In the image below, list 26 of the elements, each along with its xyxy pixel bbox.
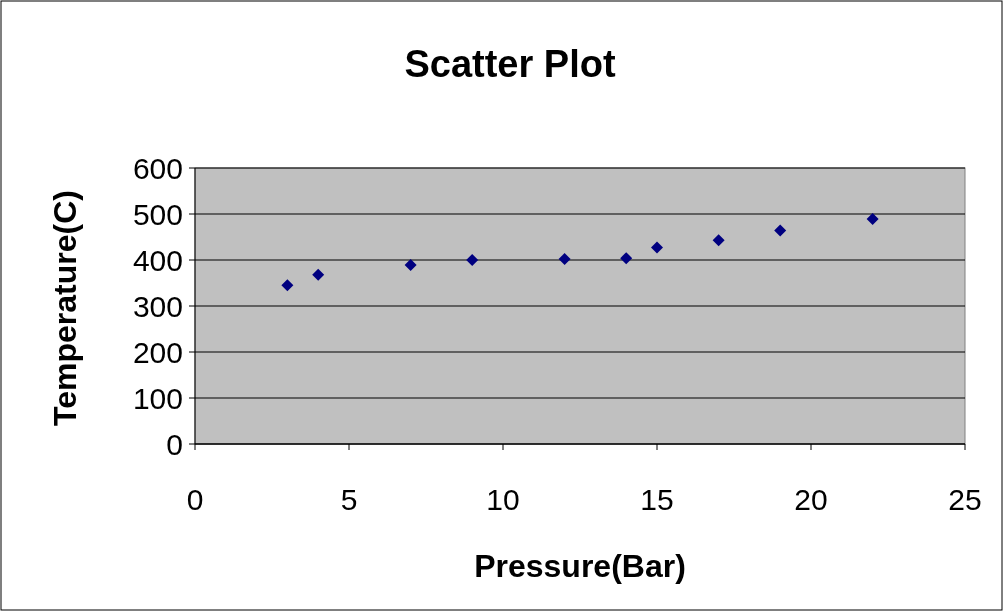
chart-title: Scatter Plot [404,43,616,85]
x-tick-label: 25 [948,483,982,516]
x-tick-label: 20 [794,483,828,516]
point [281,279,294,292]
point [774,224,787,237]
y-tick-label: 0 [166,427,183,461]
x-tick-label: 0 [186,483,204,516]
y-tick-label: 600 [132,151,183,185]
y-tick-label: 300 [132,289,183,323]
y-tick-label: 400 [132,243,183,277]
point [712,234,725,247]
x-axis-title: Pressure(Bar) [474,548,686,584]
point [620,252,633,265]
x-tick-label: 15 [640,483,674,516]
y-tick-label: 100 [132,381,183,415]
point [866,213,879,226]
point [312,268,325,281]
point [558,253,571,266]
y-tick-label: 500 [132,197,183,231]
point [404,259,417,272]
x-tick-label: 5 [340,483,358,516]
point [651,241,663,254]
y-tick-label: 200 [132,335,183,369]
x-tick-label: 10 [486,483,520,516]
y-axis-title: Temperature(C) [47,190,83,426]
point [466,254,479,266]
